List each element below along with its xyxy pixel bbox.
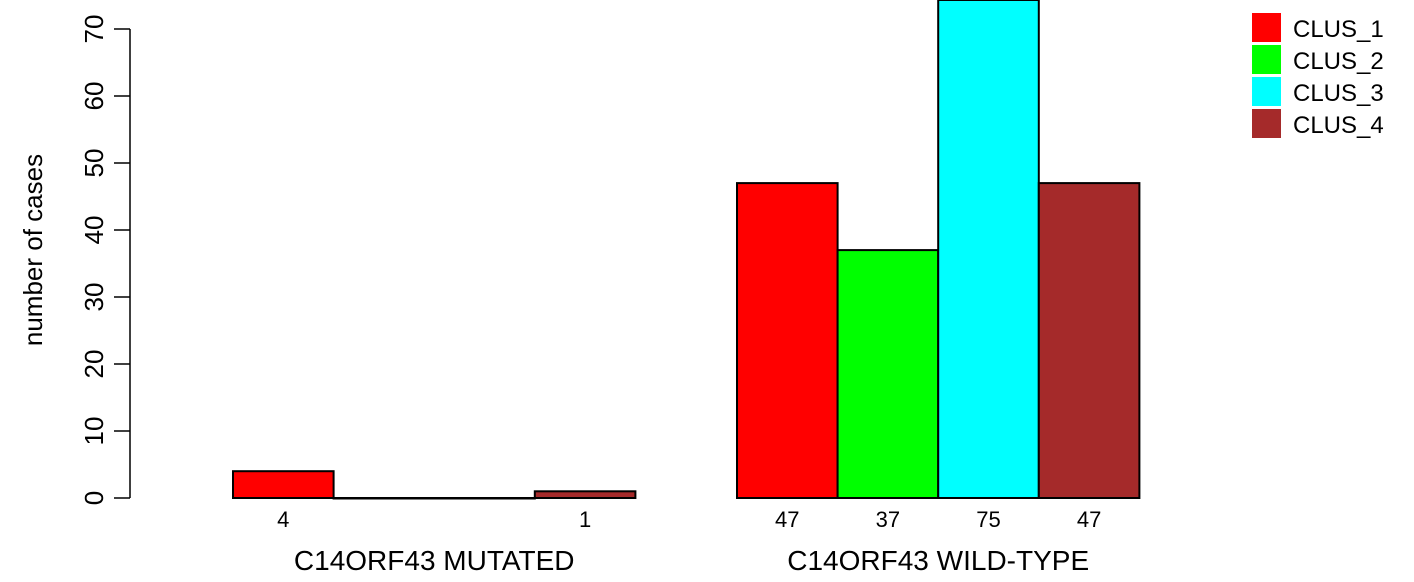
bar-clus-1	[736, 182, 839, 499]
bar-value-label: 75	[976, 507, 1000, 532]
y-tick-label: 50	[79, 149, 109, 178]
legend-swatch	[1252, 13, 1281, 42]
group-label: C14ORF43 MUTATED	[294, 545, 575, 576]
group-label: C14ORF43 WILD-TYPE	[787, 545, 1089, 576]
bar-value-label: 47	[1077, 507, 1101, 532]
y-axis-label: number of cases	[18, 154, 48, 346]
y-tick-label: 30	[79, 283, 109, 312]
legend: CLUS_1 CLUS_2 CLUS_3 CLUS_4	[1252, 13, 1384, 139]
bar-clus-4	[533, 490, 637, 499]
y-tick-label: 40	[79, 216, 109, 245]
bar-value-label: 4	[277, 507, 289, 532]
legend-label: CLUS_4	[1293, 112, 1384, 139]
y-tick-label: 0	[79, 491, 109, 505]
y-axis: 0 10 20 30 40 50 60 70	[79, 15, 131, 505]
bars	[232, 0, 1141, 500]
bar-clus-3	[433, 497, 536, 500]
legend-swatch	[1252, 45, 1281, 74]
legend-label: CLUS_2	[1293, 48, 1384, 75]
legend-swatch	[1252, 77, 1281, 106]
y-tick-label: 10	[79, 417, 109, 446]
bar-value-label: 47	[775, 507, 799, 532]
y-tick-label: 20	[79, 350, 109, 379]
bar-clus-4	[1037, 182, 1141, 499]
value-labels: 4 1 47 37 75 47	[277, 507, 1101, 532]
bar-value-label: 1	[579, 507, 591, 532]
bar-clus-1	[232, 470, 335, 500]
bar-clus-3	[937, 0, 1040, 499]
bar-value-label: 37	[876, 507, 900, 532]
bar-clus-2	[332, 497, 436, 500]
group-labels: C14ORF43 MUTATED C14ORF43 WILD-TYPE	[294, 545, 1089, 576]
legend-swatch	[1252, 109, 1281, 138]
legend-label: CLUS_1	[1293, 16, 1384, 43]
bar-clus-2	[836, 249, 940, 499]
y-tick-label: 70	[79, 15, 109, 44]
legend-label: CLUS_3	[1293, 80, 1384, 107]
y-tick-label: 60	[79, 82, 109, 111]
